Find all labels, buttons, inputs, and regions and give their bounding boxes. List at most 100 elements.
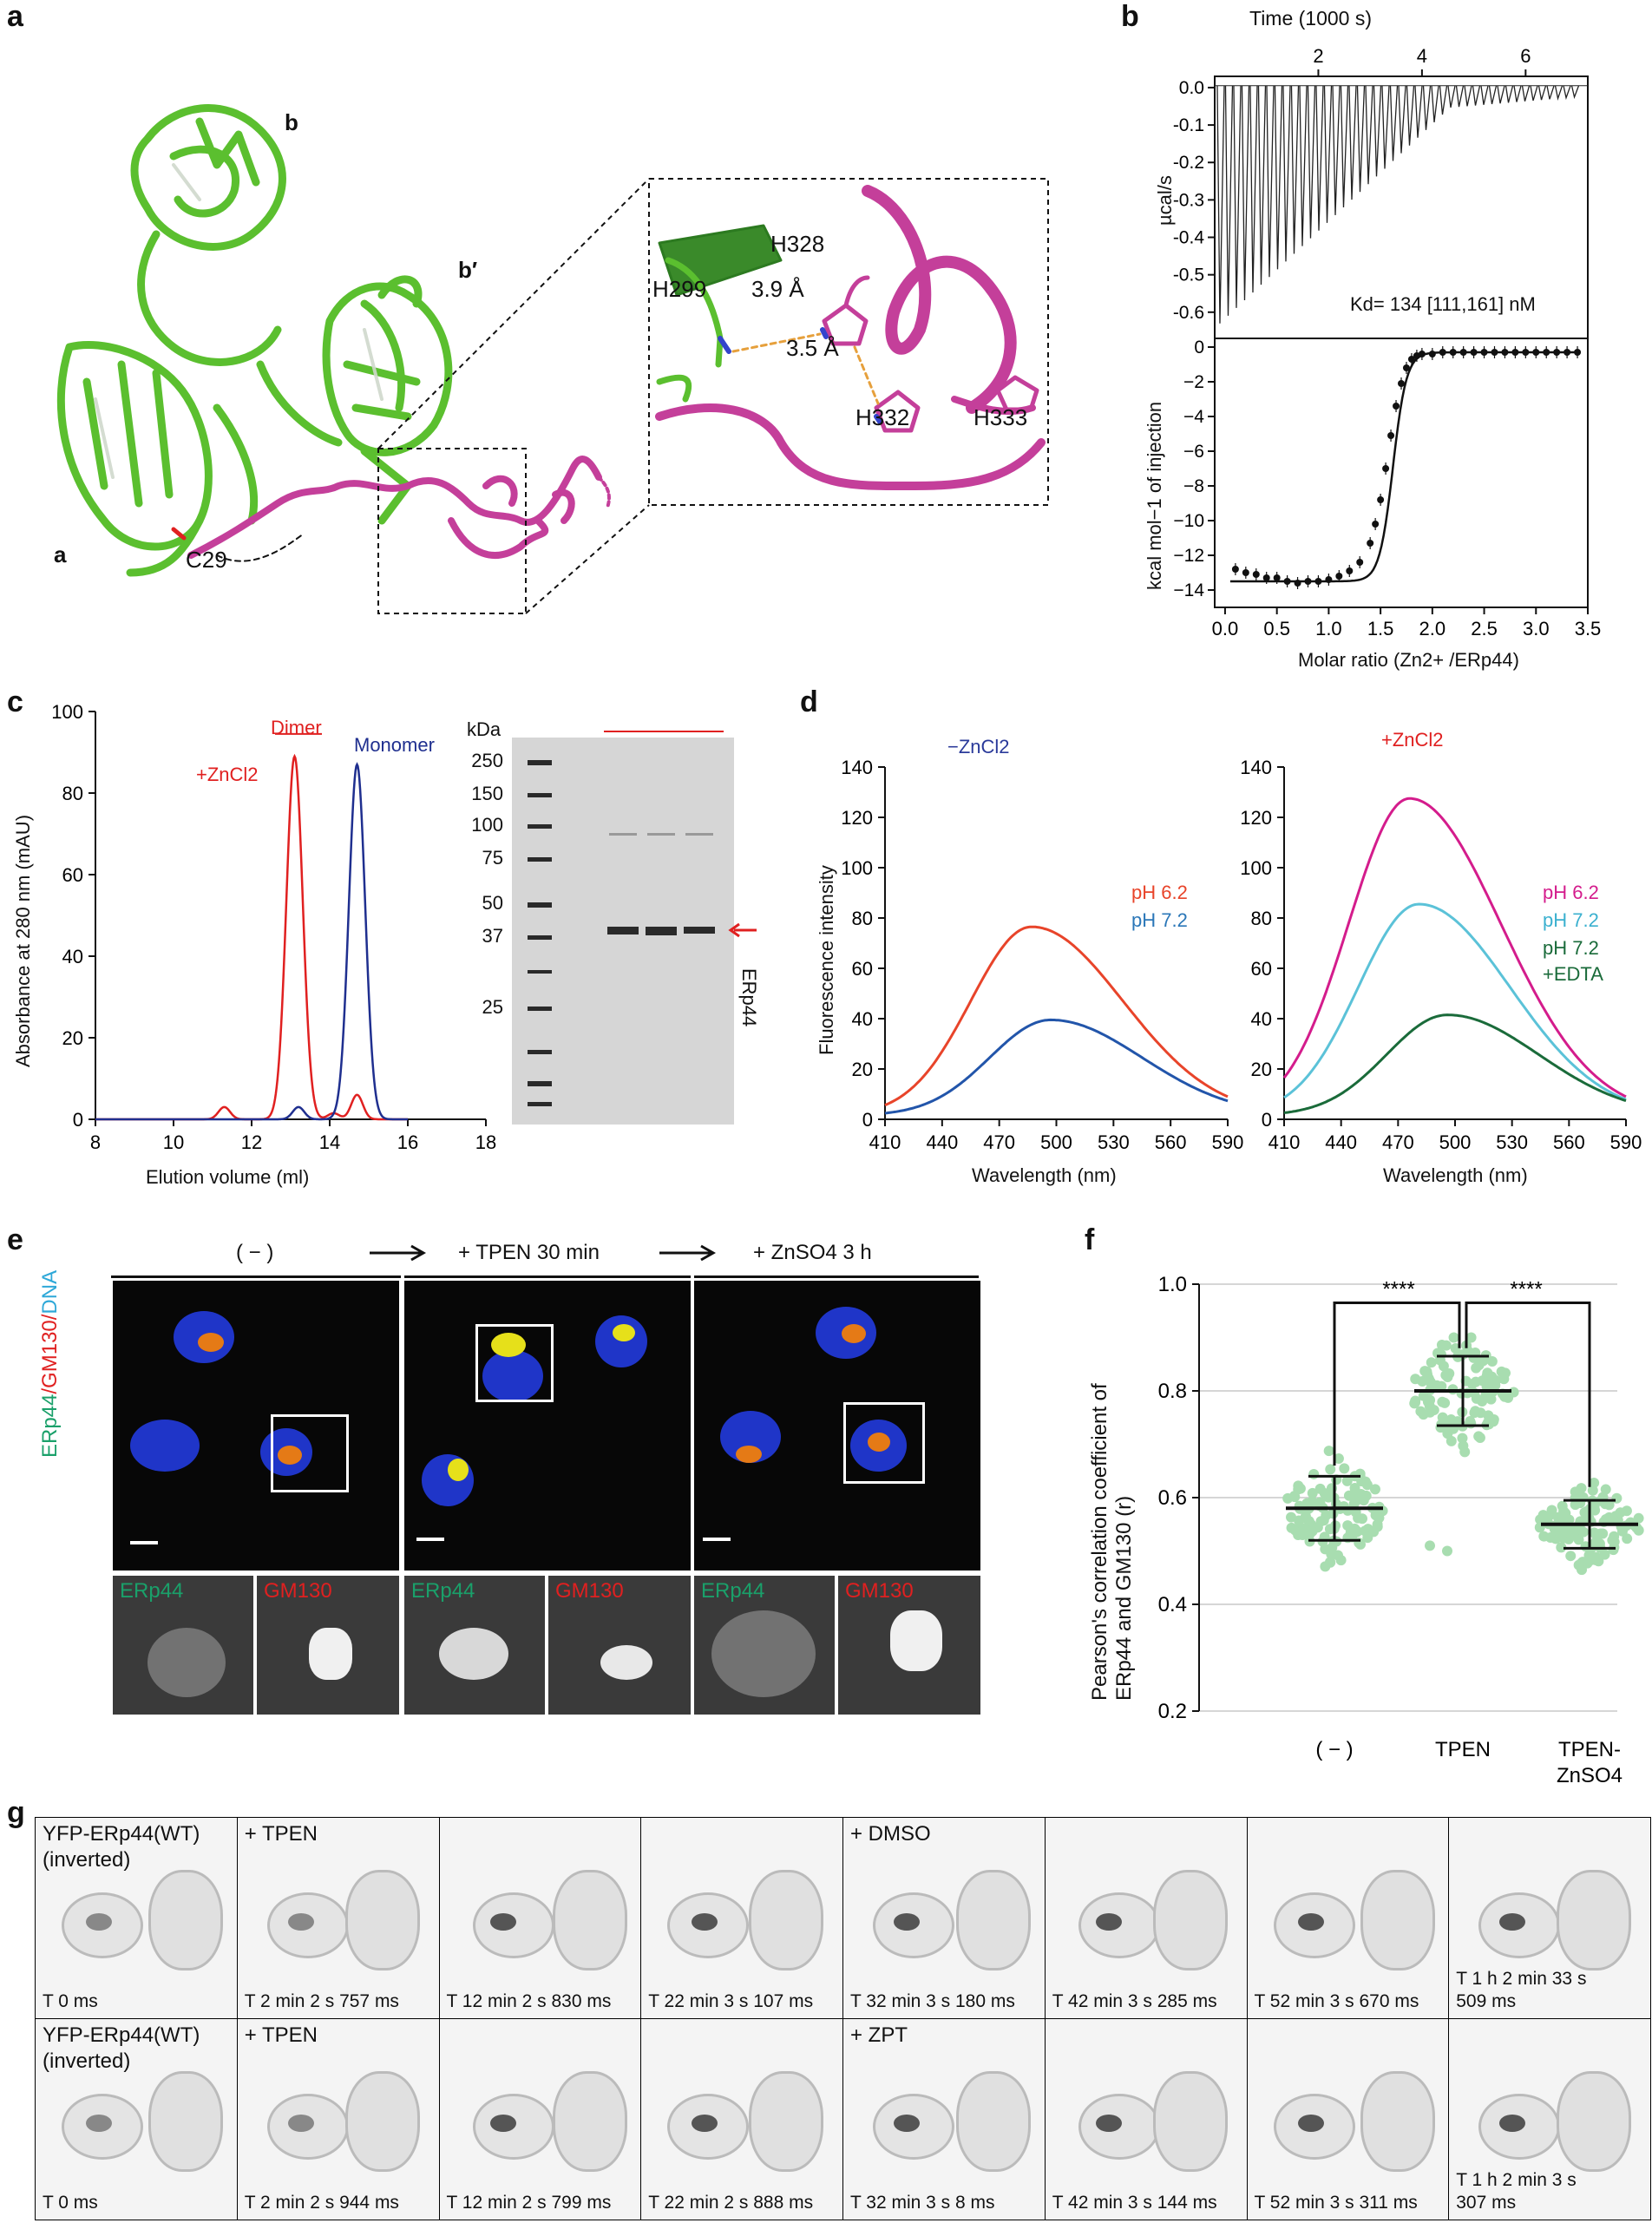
injection-spike (1373, 85, 1382, 177)
e-ylabel: ERp44/GM130/DNA (38, 1269, 62, 1458)
itc-bottom-frame (1214, 338, 1589, 608)
distance-2: 3.5 Å (786, 335, 839, 361)
pearson-point (1496, 1366, 1507, 1377)
fluor-ytick-label: 100 (841, 857, 873, 879)
data-point (1387, 432, 1395, 439)
timelapse-time: T 42 min 3 s 285 ms (1052, 1991, 1217, 2011)
fluor-right-xlabel: Wavelength (nm) (1383, 1164, 1528, 1186)
pearson-point (1307, 1525, 1318, 1537)
sec-xtick-label: 12 (241, 1131, 262, 1153)
pearson-ytick-label: 0.6 (1158, 1486, 1187, 1510)
pearson-point (1609, 1531, 1620, 1542)
data-point (1439, 349, 1446, 356)
sec-ytick-label: 80 (62, 783, 83, 804)
pearson-point (1286, 1512, 1297, 1523)
data-point (1231, 566, 1239, 573)
pearson-point (1297, 1530, 1308, 1541)
injection-spike (1472, 85, 1481, 106)
pearson-point (1308, 1468, 1320, 1479)
data-point (1393, 403, 1400, 410)
distance-1: 3.9 Å (751, 276, 804, 302)
data-point (1407, 356, 1415, 363)
pearson-point (1410, 1397, 1421, 1408)
arrow-2-icon (659, 1244, 717, 1262)
pearson-point (1325, 1464, 1336, 1475)
injection-spike (1455, 85, 1465, 108)
inset-erp44-znso4: ERp44 (694, 1576, 835, 1715)
data-point (1346, 567, 1354, 574)
pearson-point (1348, 1498, 1360, 1510)
legend-right-1: pH 6.2 (1543, 882, 1599, 903)
pearson-point (1538, 1531, 1550, 1542)
injection-spike (1480, 85, 1489, 105)
injection-spike (1422, 85, 1432, 130)
timelapse-time: T 0 ms (43, 2193, 98, 2213)
pearson-ytick-label: 1.0 (1158, 1273, 1187, 1296)
fluor-xtick-label: 500 (1040, 1131, 1072, 1153)
pearson-point (1318, 1515, 1329, 1526)
data-point (1325, 576, 1333, 583)
pearson-point (1573, 1534, 1584, 1545)
pearson-point (1446, 1435, 1457, 1446)
itc-bottom-xtick-label: 3.0 (1523, 618, 1550, 639)
itc-bottom-ylabel: kcal mol−1 of injection (1144, 401, 1165, 590)
erp44-arrow-icon (728, 922, 757, 938)
fluor-xtick-label: 440 (926, 1131, 958, 1153)
fluor-xtick-label: 470 (1382, 1131, 1414, 1153)
sig-label-1: **** (1382, 1278, 1414, 1302)
timelapse-time: T 52 min 3 s 670 ms (1254, 1991, 1419, 2011)
data-point (1522, 349, 1530, 356)
timelapse-label: + TPEN (244, 2023, 318, 2047)
timelapse-frame: T 52 min 3 s 670 ms (1246, 1817, 1450, 2019)
inset-loop (655, 403, 1046, 490)
panel-label-f: f (1085, 1223, 1095, 1256)
domain-b-label: b (285, 109, 298, 135)
timelapse-time: T 32 min 3 s 8 ms (850, 2193, 995, 2213)
data-point (1553, 349, 1561, 356)
sec-xtick-label: 8 (90, 1131, 101, 1153)
timelapse-label: + TPEN (244, 1822, 318, 1846)
monomer-label: Monomer (354, 734, 435, 756)
pearson-point (1442, 1545, 1452, 1557)
domain-bprime-label: b′ (458, 257, 478, 283)
fluor-ytick-label: 140 (1240, 757, 1272, 778)
data-point (1335, 573, 1343, 580)
tail-ribbon (187, 456, 602, 559)
pearson-point (1349, 1483, 1360, 1494)
sec-chart: 8 10 12 14 16 18 0 20 40 60 80 100 (51, 701, 496, 1153)
ladder-label: 250 (471, 750, 503, 771)
timelapse-frame: T 12 min 2 s 830 ms (438, 1817, 642, 2019)
timelapse-time: T 32 min 3 s 180 ms (850, 1991, 1015, 2011)
sec-ytick-label: 20 (62, 1027, 83, 1049)
pearson-point (1438, 1361, 1449, 1372)
itc-top-ytick-label: -0.5 (1173, 266, 1204, 285)
left-title: −ZnCl2 (947, 736, 1010, 757)
timelapse-time: T 2 min 2 s 757 ms (244, 1991, 399, 2011)
pearson-point (1425, 1540, 1435, 1551)
fluor-xtick-label: 440 (1325, 1131, 1357, 1153)
timelapse-label: + DMSO (850, 1822, 931, 1846)
itc-bottom-xlabel: Molar ratio (Zn2+ /ERp44) (1298, 649, 1519, 671)
fit-curve (1229, 351, 1581, 583)
cond-2-label: + TPEN 30 min (458, 1241, 600, 1264)
pearson-point (1577, 1526, 1589, 1538)
data-point (1491, 349, 1498, 356)
fluor-xtick-label: 560 (1553, 1131, 1585, 1153)
sec-ylabel: Absorbance at 280 nm (mAU) (12, 814, 34, 1067)
pearson-point (1537, 1510, 1549, 1521)
pearson-point (1622, 1533, 1633, 1544)
timelapse-time: T 42 min 3 s 144 ms (1052, 2193, 1217, 2213)
panel-label-g: g (7, 1796, 25, 1829)
data-point (1428, 351, 1436, 357)
cond-1-label: ( − ) (236, 1241, 274, 1264)
timelapse-frame: T 42 min 3 s 285 ms (1044, 1817, 1248, 2019)
timelapse-label: + ZPT (850, 2023, 908, 2047)
injection-spike (1307, 85, 1316, 239)
timelapse-time: T 22 min 3 s 107 ms (648, 1991, 814, 2011)
pearson-point (1582, 1557, 1593, 1569)
pearson-point (1590, 1551, 1602, 1563)
injection-spike (1332, 85, 1341, 215)
pearson-point (1338, 1501, 1349, 1512)
itc-bottom-ytick-label: −4 (1183, 407, 1204, 427)
domain-a-label: a (54, 541, 67, 567)
